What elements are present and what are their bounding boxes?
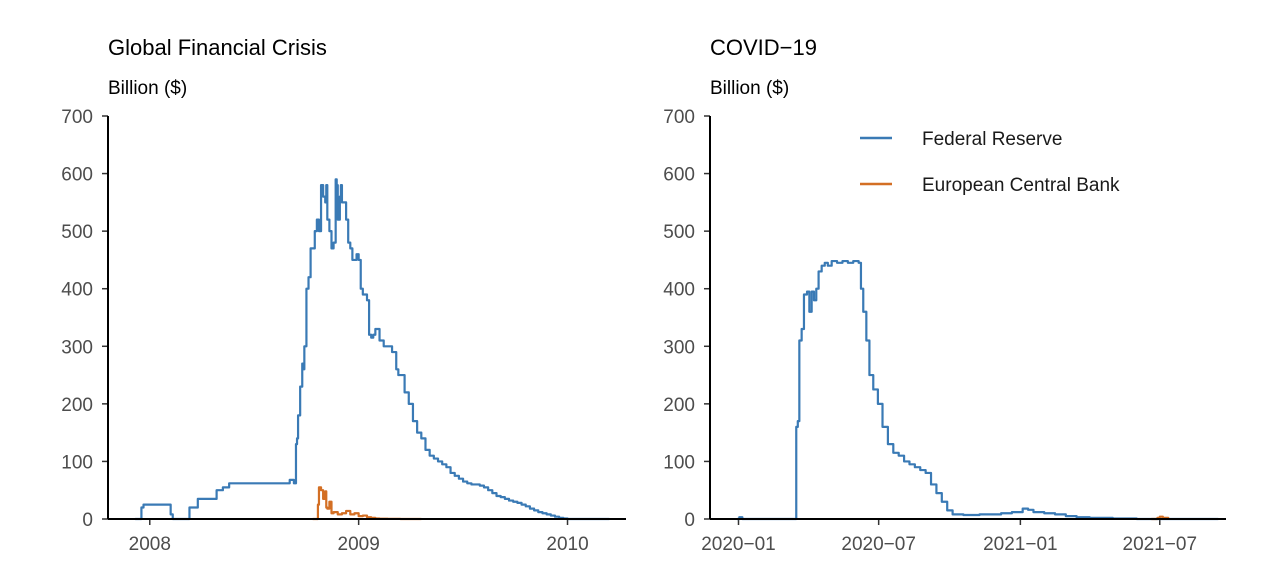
y-tick-label: 100 (61, 452, 93, 473)
y-tick-label: 300 (61, 337, 93, 358)
tick-labels: 0 100 200 300 400 500 600 700 2020−01 2020−07 2021… (663, 107, 1197, 555)
series-group (135, 178, 610, 521)
y-tick-label: 500 (663, 222, 695, 243)
y-tick-label: 200 (61, 395, 93, 416)
y-tick-label: 500 (61, 222, 93, 243)
panel-covid-19: COVID−19 Billion ($) 0 100 200 300 400 500 600… (663, 35, 1226, 555)
y-tick-label: 200 (663, 395, 695, 416)
x-tick-label: 2009 (338, 534, 380, 555)
tick-labels: 0 100 200 300 400 500 600 700 2008 2009 2010 (61, 107, 588, 555)
series-group (736, 259, 1219, 521)
y-tick-label: 300 (663, 337, 695, 358)
x-tick-label: 2020−01 (701, 534, 776, 555)
y-tick-label: 600 (663, 165, 695, 186)
y-tick-label: 0 (684, 510, 695, 531)
x-tick-label: 2020−07 (841, 534, 916, 555)
series-line-federal-reserve (135, 178, 610, 521)
x-tick-label: 2008 (129, 534, 171, 555)
y-axis-label: Billion ($) (710, 78, 789, 99)
y-tick-label: 100 (663, 452, 695, 473)
y-axis-label: Billion ($) (108, 78, 187, 99)
series-line-european-central-bank (312, 486, 422, 521)
x-tick-label: 2021−07 (1123, 534, 1198, 555)
legend-label-federal-reserve: Federal Reserve (922, 129, 1062, 150)
y-tick-label: 700 (663, 107, 695, 128)
series-line-federal-reserve (736, 259, 1219, 521)
panel-title: COVID−19 (710, 35, 817, 60)
y-tick-label: 600 (61, 165, 93, 186)
y-tick-label: 0 (82, 510, 93, 531)
y-tick-label: 400 (663, 280, 695, 301)
x-tick-label: 2010 (546, 534, 588, 555)
panel-title: Global Financial Crisis (108, 35, 327, 60)
legend: Federal Reserve European Central Bank (860, 129, 1120, 196)
y-tick-label: 700 (61, 107, 93, 128)
legend-label-european-central-bank: European Central Bank (922, 175, 1120, 196)
panel-global-financial-crisis: Global Financial Crisis Billion ($) 0 100… (61, 35, 626, 555)
x-tick-label: 2021−01 (983, 534, 1058, 555)
y-tick-label: 400 (61, 280, 93, 301)
